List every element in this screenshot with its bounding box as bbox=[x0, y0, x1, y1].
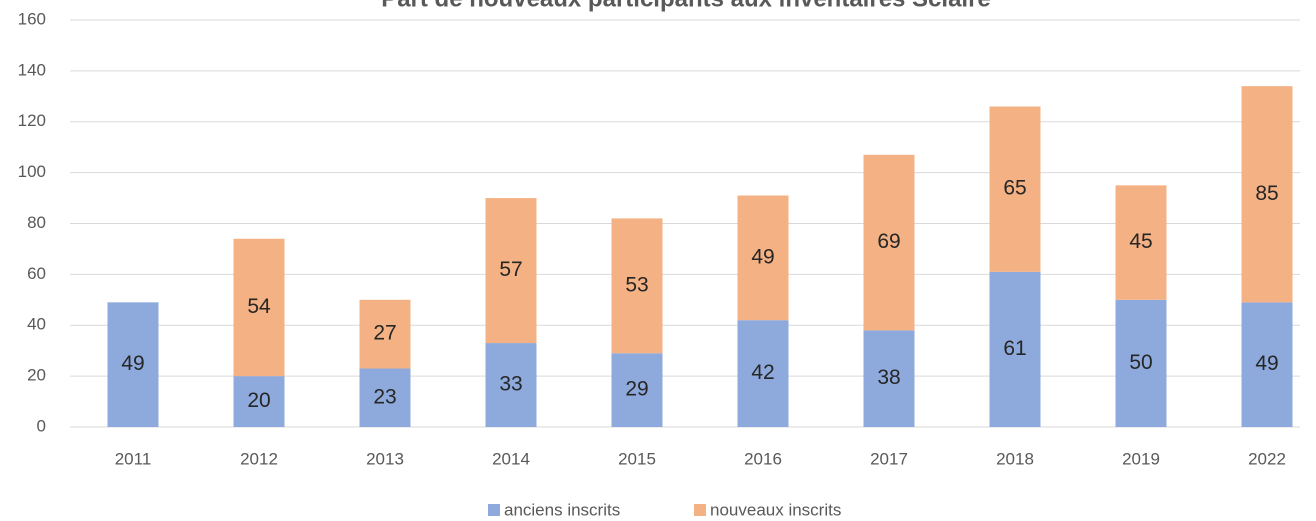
bar-segment bbox=[737, 320, 789, 427]
data-label: 38 bbox=[877, 366, 900, 389]
x-tick-label: 2012 bbox=[240, 449, 278, 468]
data-label: 49 bbox=[1255, 352, 1278, 375]
x-tick-label: 2016 bbox=[744, 449, 782, 468]
y-tick-label: 40 bbox=[27, 315, 46, 334]
bar-segment bbox=[1115, 185, 1167, 300]
data-label: 33 bbox=[499, 373, 522, 396]
y-tick-label: 20 bbox=[27, 366, 46, 385]
data-label: 50 bbox=[1129, 351, 1152, 374]
bar-segment bbox=[611, 353, 663, 427]
data-label: 23 bbox=[373, 385, 396, 408]
x-tick-label: 2011 bbox=[115, 449, 152, 468]
data-label: 29 bbox=[625, 378, 648, 401]
data-label: 85 bbox=[1255, 182, 1278, 205]
data-label: 42 bbox=[751, 361, 774, 384]
legend-label: nouveaux inscrits bbox=[710, 500, 841, 519]
y-tick-label: 100 bbox=[18, 162, 46, 181]
bar-segment bbox=[863, 154, 915, 331]
bar-segment bbox=[107, 302, 159, 427]
x-tick-label: 2015 bbox=[618, 449, 656, 468]
bar-segment bbox=[1241, 302, 1293, 427]
data-label: 49 bbox=[121, 352, 144, 375]
bar-segment bbox=[359, 299, 411, 369]
data-label: 53 bbox=[625, 273, 648, 296]
chart-title: Part de nouveaux participants aux invent… bbox=[381, 0, 991, 12]
bar-segment bbox=[485, 198, 537, 344]
bar-segment bbox=[737, 195, 789, 321]
bar-segment bbox=[1241, 86, 1293, 303]
y-tick-label: 60 bbox=[27, 264, 46, 283]
bar-segment bbox=[233, 238, 285, 377]
bar-segment bbox=[359, 368, 411, 427]
y-tick-label: 120 bbox=[18, 111, 46, 130]
x-tick-label: 2019 bbox=[1122, 449, 1160, 468]
y-tick-label: 0 bbox=[37, 416, 46, 435]
data-label: 57 bbox=[499, 258, 522, 281]
bar-segment bbox=[611, 218, 663, 354]
bar-segment bbox=[989, 106, 1041, 272]
bar-segment bbox=[1115, 299, 1167, 427]
y-tick-label: 80 bbox=[27, 213, 46, 232]
data-label: 49 bbox=[751, 245, 774, 268]
bar-segment bbox=[233, 376, 285, 427]
x-tick-label: 2013 bbox=[366, 449, 404, 468]
bar-segment bbox=[485, 343, 537, 427]
x-tick-label: 2014 bbox=[492, 449, 530, 468]
x-tick-label: 2018 bbox=[996, 449, 1034, 468]
data-label: 69 bbox=[877, 230, 900, 253]
y-tick-label: 160 bbox=[18, 9, 46, 28]
data-label: 27 bbox=[373, 322, 396, 345]
x-tick-label: 2022 bbox=[1248, 449, 1286, 468]
data-label: 45 bbox=[1129, 230, 1152, 253]
legend-swatch bbox=[488, 504, 500, 516]
data-label: 54 bbox=[247, 295, 271, 318]
y-tick-label: 140 bbox=[18, 60, 46, 79]
x-tick-label: 2017 bbox=[870, 449, 908, 468]
bar-segment bbox=[989, 271, 1041, 427]
legend-label: anciens inscrits bbox=[504, 500, 620, 519]
data-label: 20 bbox=[247, 389, 270, 412]
data-label: 65 bbox=[1003, 177, 1026, 200]
legend-swatch bbox=[694, 504, 706, 516]
bar-segment bbox=[863, 330, 915, 427]
data-label: 61 bbox=[1003, 337, 1026, 360]
